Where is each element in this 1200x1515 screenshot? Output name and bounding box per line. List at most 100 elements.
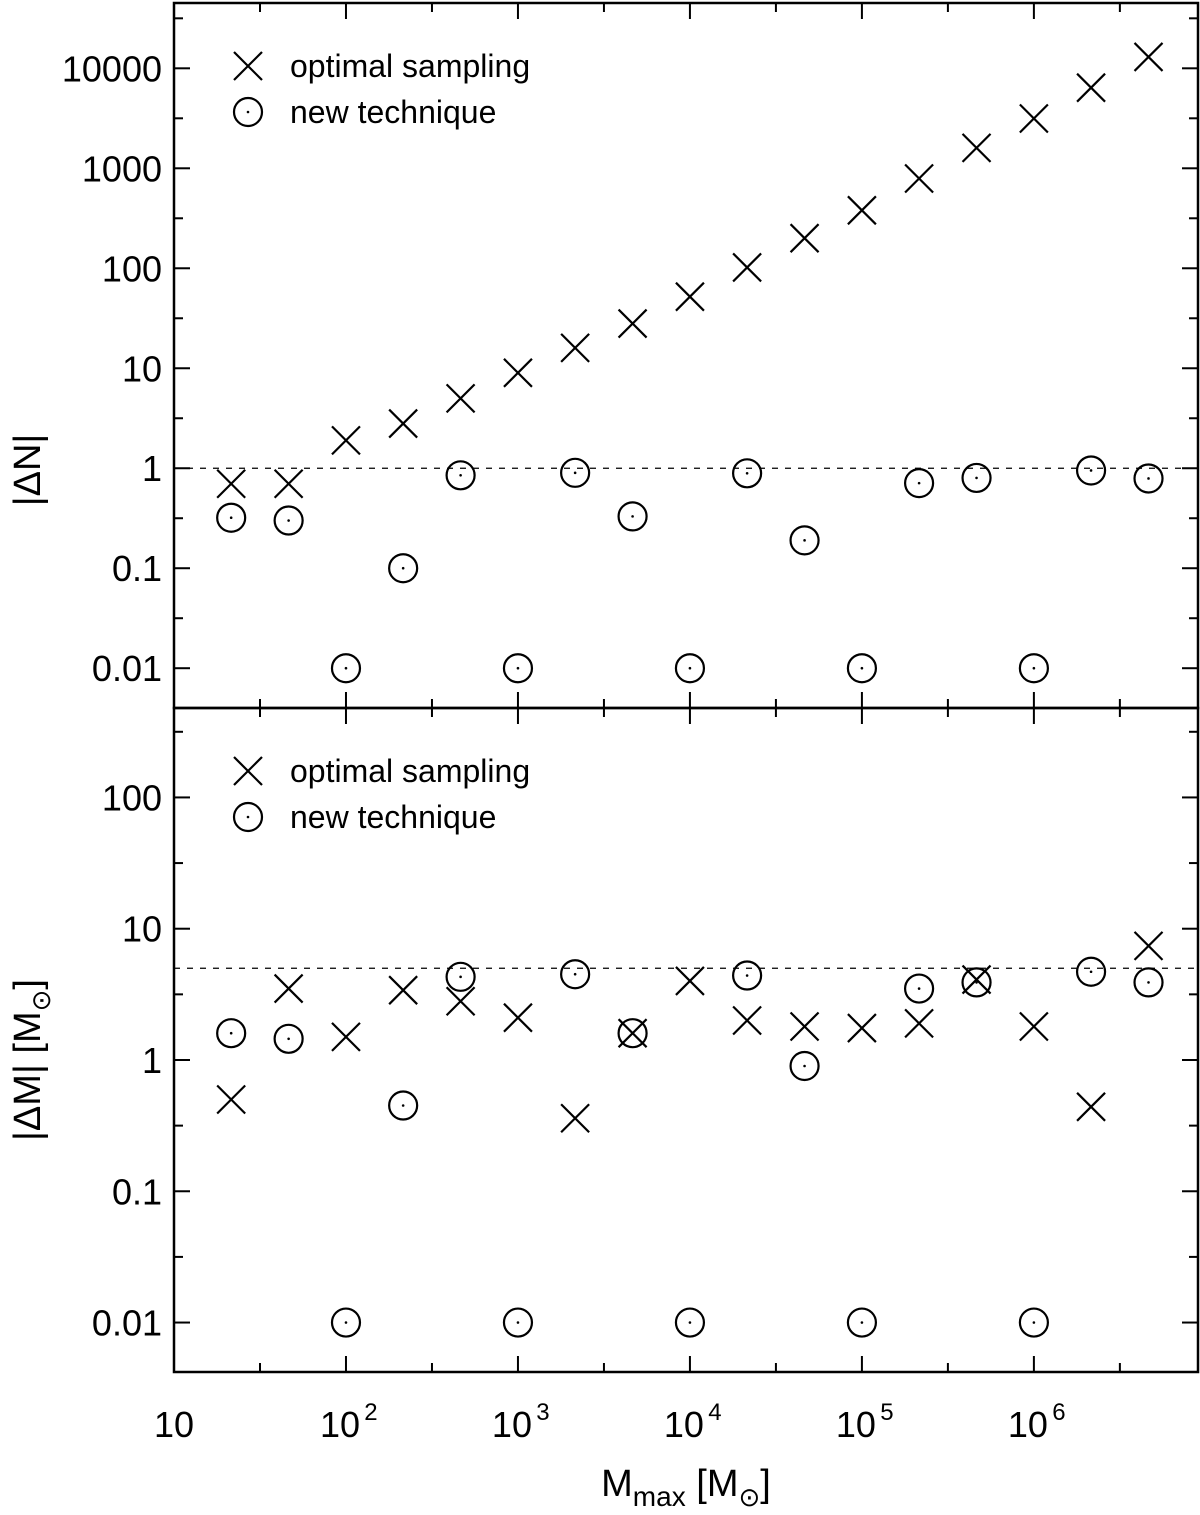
top-point-new-technique xyxy=(789,525,820,556)
bottom-legend-label: new technique xyxy=(290,799,496,835)
top-point-optimal-sampling xyxy=(904,163,934,194)
bottom-point-new-technique xyxy=(674,1307,706,1338)
top-point-new-technique xyxy=(502,653,534,684)
bottom-point-optimal-sampling xyxy=(1019,1011,1049,1042)
xtick-label: 10 xyxy=(154,1404,194,1445)
top-point-new-technique xyxy=(903,468,935,499)
bottom-point-new-technique xyxy=(1075,956,1107,987)
xtick-exponent: 3 xyxy=(536,1399,549,1426)
top-ytick-label: 1000 xyxy=(82,148,162,189)
bottom-point-optimal-sampling xyxy=(273,973,304,1004)
top-point-new-technique xyxy=(846,653,878,684)
bottom-point-optimal-sampling xyxy=(216,1084,246,1115)
top-point-new-technique xyxy=(1133,463,1164,494)
xtick-label: 10 xyxy=(320,1404,360,1445)
xtick-label: 10 xyxy=(664,1404,704,1445)
top-ytick-label: 10 xyxy=(122,348,162,389)
bottom-point-optimal-sampling xyxy=(904,1008,934,1039)
bottom-point-optimal-sampling xyxy=(445,986,476,1017)
bottom-point-optimal-sampling xyxy=(560,1103,590,1134)
bottom-point-new-technique xyxy=(330,1307,362,1338)
top-point-new-technique xyxy=(560,457,591,488)
top-point-new-technique xyxy=(961,462,992,494)
top-point-new-technique xyxy=(216,502,247,533)
bottom-ylabel: |ΔM| [M⊙] xyxy=(7,979,56,1141)
top-point-new-technique xyxy=(273,505,304,536)
bottom-point-new-technique xyxy=(1133,967,1164,998)
top-legend-circle-icon xyxy=(232,96,264,128)
top-point-optimal-sampling xyxy=(445,383,476,414)
top-legend-label: optimal sampling xyxy=(290,48,530,84)
top-ytick-label: 10000 xyxy=(62,48,162,89)
top-point-optimal-sampling xyxy=(388,408,418,439)
bottom-point-new-technique xyxy=(1018,1307,1049,1338)
top-ylabel: |ΔN| xyxy=(7,434,49,507)
top-point-optimal-sampling xyxy=(331,425,361,456)
top-point-optimal-sampling xyxy=(789,223,820,253)
bottom-point-new-technique xyxy=(273,1023,304,1054)
top-legend-cross-icon xyxy=(233,51,263,81)
bottom-ytick-label: 100 xyxy=(102,777,162,818)
top-point-optimal-sampling xyxy=(503,358,533,388)
top-point-new-technique xyxy=(617,501,648,532)
top-point-optimal-sampling xyxy=(1019,103,1049,134)
top-point-optimal-sampling xyxy=(1076,72,1106,103)
xtick-exponent: 6 xyxy=(1052,1399,1065,1426)
bottom-legend-cross-icon xyxy=(233,756,263,786)
bottom-point-optimal-sampling xyxy=(675,966,705,996)
top-point-new-technique xyxy=(1075,455,1107,486)
bottom-point-optimal-sampling xyxy=(789,1011,820,1042)
bottom-point-optimal-sampling xyxy=(1133,931,1164,961)
bottom-point-optimal-sampling xyxy=(961,964,992,995)
top-point-new-technique xyxy=(330,653,362,684)
top-ytick-label: 1 xyxy=(142,448,162,489)
bottom-point-optimal-sampling xyxy=(331,1022,361,1052)
bottom-point-new-technique xyxy=(789,1050,820,1082)
top-point-optimal-sampling xyxy=(847,195,877,226)
bottom-point-optimal-sampling xyxy=(732,1005,762,1036)
xtick-label: 10 xyxy=(836,1404,876,1445)
top-point-new-technique xyxy=(388,553,419,584)
xtick-exponent: 5 xyxy=(880,1399,893,1426)
top-legend-label: new technique xyxy=(290,94,496,130)
top-point-optimal-sampling xyxy=(216,468,246,499)
top-ytick-label: 0.01 xyxy=(92,648,162,689)
top-point-new-technique xyxy=(1018,653,1049,684)
bottom-point-new-technique xyxy=(502,1307,534,1338)
x-axis-label: Mmax [M⊙] xyxy=(601,1463,771,1512)
bottom-point-new-technique xyxy=(732,960,763,991)
bottom-legend-label: optimal sampling xyxy=(290,753,530,789)
bottom-ytick-label: 0.01 xyxy=(92,1303,162,1344)
bottom-point-new-technique xyxy=(961,967,992,998)
bottom-point-new-technique xyxy=(560,959,591,990)
top-point-new-technique xyxy=(445,460,476,491)
top-ytick-label: 100 xyxy=(102,248,162,289)
bottom-point-new-technique xyxy=(617,1018,648,1049)
xtick-label: 10 xyxy=(1008,1404,1048,1445)
top-point-optimal-sampling xyxy=(560,333,590,363)
top-point-optimal-sampling xyxy=(1133,42,1164,72)
bottom-point-optimal-sampling xyxy=(388,975,418,1005)
top-point-new-technique xyxy=(732,458,763,489)
top-point-optimal-sampling xyxy=(273,468,304,499)
bottom-point-optimal-sampling xyxy=(847,1013,877,1043)
bottom-point-new-technique xyxy=(216,1018,247,1049)
bottom-ytick-label: 10 xyxy=(122,909,162,950)
top-point-optimal-sampling xyxy=(617,308,648,339)
top-point-new-technique xyxy=(674,653,706,684)
bottom-point-new-technique xyxy=(445,961,476,992)
bottom-point-new-technique xyxy=(388,1090,419,1121)
bottom-point-new-technique xyxy=(903,973,935,1004)
top-point-optimal-sampling xyxy=(675,281,705,312)
bottom-point-optimal-sampling xyxy=(1076,1092,1106,1122)
xtick-label: 10 xyxy=(492,1404,532,1445)
xtick-exponent: 2 xyxy=(364,1399,377,1426)
top-ytick-label: 0.1 xyxy=(112,548,162,589)
bottom-ytick-label: 0.1 xyxy=(112,1171,162,1212)
bottom-point-optimal-sampling xyxy=(503,1002,533,1033)
top-point-optimal-sampling xyxy=(732,252,762,283)
bottom-point-new-technique xyxy=(846,1307,878,1338)
bottom-ytick-label: 1 xyxy=(142,1040,162,1081)
bottom-legend-circle-icon xyxy=(232,801,264,833)
